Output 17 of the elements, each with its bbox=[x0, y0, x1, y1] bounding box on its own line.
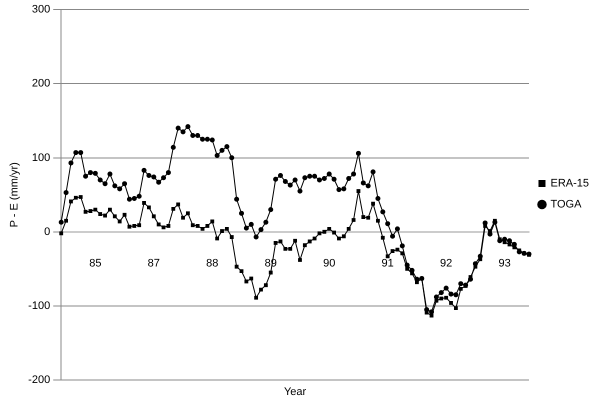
y-tick-label: -200 bbox=[28, 374, 50, 386]
y-tick-label: 300 bbox=[32, 4, 50, 16]
y-tick-label: 200 bbox=[32, 78, 50, 90]
legend-label: ERA-15 bbox=[550, 178, 590, 190]
x-tick-label: 88 bbox=[206, 257, 218, 270]
x-tick-label: 92 bbox=[440, 257, 452, 270]
y-tick-label: 100 bbox=[32, 152, 50, 164]
legend-label: TOGA bbox=[550, 198, 582, 211]
x-tick-label: 90 bbox=[323, 257, 336, 270]
y-tick-label: 0 bbox=[44, 226, 50, 238]
x-axis-title: Year bbox=[284, 386, 306, 398]
y-tick-label: -100 bbox=[28, 300, 50, 312]
x-tick-label: 93 bbox=[498, 257, 511, 270]
x-tick-label: 87 bbox=[148, 257, 160, 270]
y-axis-title: P - E (mm/yr) bbox=[8, 162, 21, 228]
x-tick-label: 85 bbox=[89, 257, 102, 270]
x-tick-label: 91 bbox=[382, 257, 394, 270]
